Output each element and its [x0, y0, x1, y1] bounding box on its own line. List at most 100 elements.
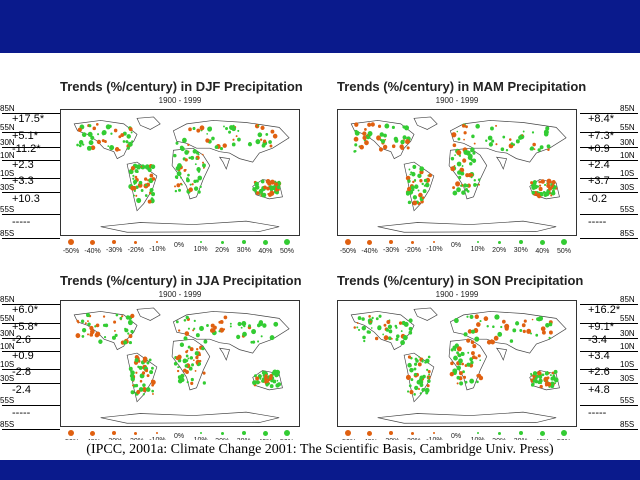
station-trend-dot [374, 336, 379, 341]
continent-outline [172, 311, 290, 354]
legend-dot [433, 432, 436, 434]
station-trend-dot [531, 131, 535, 134]
station-trend-dot [367, 122, 372, 127]
station-trend-dot [125, 140, 129, 144]
station-trend-dot [521, 134, 524, 136]
station-trend-dot [185, 350, 188, 354]
zonal-trend-value: +16.2* [588, 303, 621, 316]
station-trend-dot [550, 384, 555, 389]
station-trend-dot [376, 135, 381, 141]
station-trend-dot [76, 143, 79, 147]
station-trend-dot [551, 371, 555, 375]
station-trend-dot [492, 325, 495, 329]
station-trend-dot [134, 169, 139, 173]
station-trend-dot [421, 388, 426, 392]
panel-title: Trends (%/century) in JJA Precipitation [60, 273, 302, 288]
latitude-divider [580, 191, 638, 193]
station-trend-dot [188, 187, 193, 193]
station-trend-dot [130, 390, 135, 395]
station-trend-dot [522, 329, 526, 334]
station-trend-dot [537, 316, 542, 322]
station-trend-dot [126, 134, 131, 139]
zonal-trend-value: -3.4 [588, 334, 607, 347]
station-trend-dot [454, 154, 456, 156]
station-trend-dot [353, 136, 359, 142]
station-trend-dot [105, 124, 111, 130]
station-trend-dot [407, 362, 412, 368]
station-trend-dot [428, 373, 431, 376]
station-trend-dot [387, 324, 393, 330]
station-trend-dot [422, 189, 427, 194]
station-trend-dot [129, 373, 134, 379]
station-trend-dot [133, 194, 135, 197]
legend-label: -40% [84, 247, 101, 255]
station-trend-dot [269, 335, 275, 341]
station-trend-dot [459, 381, 464, 386]
station-trend-dot [174, 189, 178, 193]
station-trend-dot [409, 367, 414, 373]
station-trend-dot [174, 185, 177, 188]
latitude-divider [580, 238, 638, 239]
station-trend-dot [530, 373, 533, 376]
station-trend-dot [500, 325, 503, 329]
station-trend-dot [235, 135, 238, 138]
zonal-trend-value: +5.1* [12, 129, 38, 142]
station-trend-dot [149, 187, 154, 193]
station-trend-dot [417, 173, 422, 179]
legend-label: -20% [127, 246, 144, 254]
station-trend-dot [411, 171, 416, 177]
zonal-trend-value: +2.3 [12, 158, 34, 171]
station-trend-dot [180, 176, 182, 179]
legend-label: -10% [149, 246, 166, 253]
station-trend-dot [493, 335, 499, 341]
station-trend-dot [146, 182, 151, 187]
station-trend-dot [405, 139, 410, 145]
station-trend-dot [257, 340, 260, 343]
station-trend-dot [477, 354, 481, 358]
legend-item: 30% [506, 236, 536, 254]
station-trend-dot [465, 150, 471, 156]
station-trend-dot [427, 379, 431, 384]
station-trend-dot [461, 362, 464, 366]
station-trend-dot [538, 374, 543, 379]
station-trend-dot [531, 318, 534, 321]
zonal-trend-value: +5.8* [12, 320, 38, 333]
station-trend-dot [189, 347, 194, 352]
station-trend-dot [211, 136, 215, 141]
station-trend-dot [553, 369, 558, 374]
station-trend-dot [186, 177, 189, 181]
legend-label: 0% [450, 242, 462, 249]
station-trend-dot [407, 179, 411, 183]
legend-item: 0% [164, 236, 194, 249]
legend-label: 20% [492, 246, 507, 254]
station-trend-dot [190, 381, 194, 386]
station-trend-dot [197, 175, 203, 181]
latitude-label: 85S [0, 229, 15, 238]
station-trend-dot [202, 163, 206, 168]
station-trend-dot [196, 167, 201, 172]
latitude-divider [580, 369, 638, 370]
station-trend-dot [357, 316, 362, 320]
station-trend-dot [495, 124, 498, 127]
station-trend-dot [532, 382, 535, 386]
station-trend-dot [269, 384, 274, 389]
station-trend-dot [122, 140, 126, 143]
station-trend-dot [150, 197, 154, 201]
legend-dot [561, 430, 567, 436]
station-trend-dot [490, 126, 494, 131]
station-trend-dot [110, 132, 113, 135]
latitude-divider [2, 382, 60, 384]
station-trend-dot [88, 140, 94, 146]
station-trend-dot [359, 144, 364, 150]
station-trend-dot [406, 146, 410, 150]
legend-item: -20% [398, 236, 428, 254]
station-trend-dot [405, 374, 411, 380]
station-trend-dot [458, 353, 462, 357]
panel-subtitle: 1900 - 1999 [435, 290, 479, 299]
station-trend-dot [175, 141, 179, 145]
station-trend-dot [361, 317, 365, 321]
latitude-label: 55S [0, 396, 15, 406]
station-trend-dot [456, 149, 462, 156]
legend-dot [345, 239, 351, 245]
station-trend-dot [77, 127, 82, 133]
